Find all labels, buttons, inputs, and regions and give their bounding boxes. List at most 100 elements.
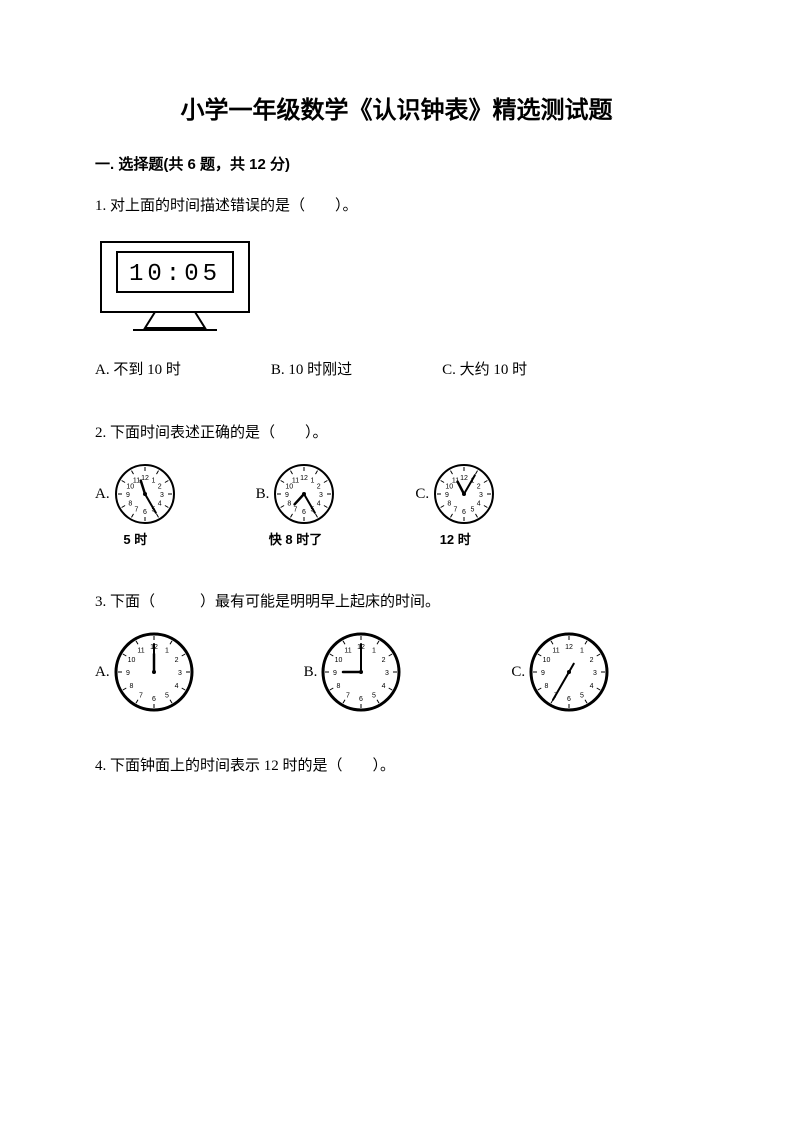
svg-text:11: 11 <box>552 647 559 654</box>
svg-text:5: 5 <box>372 693 376 700</box>
svg-text:2: 2 <box>382 657 386 664</box>
q1-options: A. 不到 10 时 B. 10 时刚过 C. 大约 10 时 <box>95 358 698 379</box>
svg-text:7: 7 <box>454 507 458 514</box>
page-title: 小学一年级数学《认识钟表》精选测试题 <box>95 90 698 125</box>
svg-text:4: 4 <box>590 683 594 690</box>
svg-text:3: 3 <box>319 492 323 499</box>
svg-text:3: 3 <box>479 492 483 499</box>
q3-opt-c: C. 123456789101112 <box>511 632 609 712</box>
svg-text:10: 10 <box>127 657 135 664</box>
svg-text:6: 6 <box>462 509 466 516</box>
svg-text:7: 7 <box>346 693 350 700</box>
q2-opt-c: C. 123456789101112 12 时 <box>415 463 495 548</box>
q3-options: A. 123456789101112 B. 123456789101112 C.… <box>95 632 698 712</box>
svg-text:5: 5 <box>165 693 169 700</box>
svg-text:1: 1 <box>165 647 169 654</box>
svg-text:8: 8 <box>128 501 132 508</box>
svg-text:8: 8 <box>447 501 451 508</box>
q2-c-caption: 12 时 <box>440 529 471 548</box>
q3-a-letter: A. <box>95 664 110 681</box>
svg-text:12: 12 <box>141 475 149 482</box>
svg-text:12: 12 <box>565 644 573 651</box>
svg-text:8: 8 <box>337 683 341 690</box>
svg-text:2: 2 <box>174 657 178 664</box>
q3-opt-a: A. 123456789101112 <box>95 632 194 712</box>
q1-stem: 1. 对上面的时间描述错误的是（ ）。 <box>95 194 698 218</box>
svg-text:4: 4 <box>317 501 321 508</box>
svg-text:6: 6 <box>359 696 363 703</box>
svg-text:10: 10 <box>335 657 343 664</box>
svg-text:7: 7 <box>139 693 143 700</box>
q2-b-clock-icon: 123456789101112 <box>273 463 335 525</box>
q3-c-letter: C. <box>511 664 525 681</box>
q2-opt-a: A. 123456789101112 5 时 <box>95 463 176 548</box>
svg-text:4: 4 <box>174 683 178 690</box>
svg-text:2: 2 <box>590 657 594 664</box>
svg-text:4: 4 <box>477 501 481 508</box>
svg-text:1: 1 <box>580 647 584 654</box>
section-heading: 一. 选择题(共 6 题，共 12 分) <box>95 153 698 174</box>
svg-text:9: 9 <box>126 492 130 499</box>
svg-text:6: 6 <box>143 509 147 516</box>
svg-text:12: 12 <box>300 475 308 482</box>
q2-a-clock-icon: 123456789101112 <box>114 463 176 525</box>
svg-text:10: 10 <box>286 484 294 491</box>
svg-text:11: 11 <box>132 477 139 484</box>
q2-a-caption: 5 时 <box>123 529 147 548</box>
svg-text:11: 11 <box>137 647 144 654</box>
q3-b-letter: B. <box>304 664 318 681</box>
q2-c-clock-icon: 123456789101112 <box>433 463 495 525</box>
svg-text:9: 9 <box>126 670 130 677</box>
q2-c-letter: C. <box>415 486 429 503</box>
svg-text:7: 7 <box>294 507 298 514</box>
q3-stem: 3. 下面（ ）最有可能是明明早上起床的时间。 <box>95 590 698 614</box>
svg-text:11: 11 <box>292 477 299 484</box>
svg-text:10: 10 <box>446 484 454 491</box>
svg-text:8: 8 <box>288 501 292 508</box>
svg-text:8: 8 <box>129 683 133 690</box>
svg-text:2: 2 <box>317 484 321 491</box>
svg-text:9: 9 <box>333 670 337 677</box>
svg-text:6: 6 <box>302 509 306 516</box>
svg-text:9: 9 <box>541 670 545 677</box>
q2-a-letter: A. <box>95 486 110 503</box>
svg-text:1: 1 <box>372 647 376 654</box>
svg-text:2: 2 <box>157 484 161 491</box>
svg-text:9: 9 <box>285 492 289 499</box>
svg-text:5: 5 <box>471 507 475 514</box>
q1-opt-a: A. 不到 10 时 <box>95 358 181 379</box>
svg-text:5: 5 <box>580 693 584 700</box>
svg-text:8: 8 <box>545 683 549 690</box>
svg-text:3: 3 <box>593 670 597 677</box>
q3-a-clock-icon: 123456789101112 <box>114 632 194 712</box>
q2-b-letter: B. <box>256 486 270 503</box>
svg-text:7: 7 <box>134 507 138 514</box>
svg-text:6: 6 <box>152 696 156 703</box>
svg-text:1: 1 <box>311 477 315 484</box>
svg-text:4: 4 <box>157 501 161 508</box>
digital-clock-image: 10:05 <box>95 236 698 336</box>
svg-text:11: 11 <box>345 647 352 654</box>
svg-text:4: 4 <box>382 683 386 690</box>
q2-options: A. 123456789101112 5 时 B. 12345678910111… <box>95 463 698 548</box>
svg-text:10: 10 <box>543 657 551 664</box>
q1-opt-b: B. 10 时刚过 <box>271 358 352 379</box>
q3-b-clock-icon: 123456789101112 <box>321 632 401 712</box>
digital-time-text: 10:05 <box>129 261 221 288</box>
svg-text:3: 3 <box>160 492 164 499</box>
svg-text:1: 1 <box>151 477 155 484</box>
q3-c-clock-icon: 123456789101112 <box>529 632 609 712</box>
svg-text:6: 6 <box>567 696 571 703</box>
q2-stem: 2. 下面时间表述正确的是（ ）。 <box>95 421 698 445</box>
q1-opt-c: C. 大约 10 时 <box>442 358 527 379</box>
q2-opt-b: B. 123456789101112 快 8 时了 <box>256 463 336 548</box>
q3-opt-b: B. 123456789101112 <box>304 632 402 712</box>
svg-text:10: 10 <box>126 484 134 491</box>
q2-b-caption: 快 8 时了 <box>269 529 322 548</box>
svg-text:3: 3 <box>178 670 182 677</box>
svg-text:9: 9 <box>445 492 449 499</box>
svg-text:2: 2 <box>477 484 481 491</box>
svg-text:3: 3 <box>385 670 389 677</box>
svg-text:12: 12 <box>460 475 468 482</box>
q4-stem: 4. 下面钟面上的时间表示 12 时的是（ ）。 <box>95 754 698 778</box>
